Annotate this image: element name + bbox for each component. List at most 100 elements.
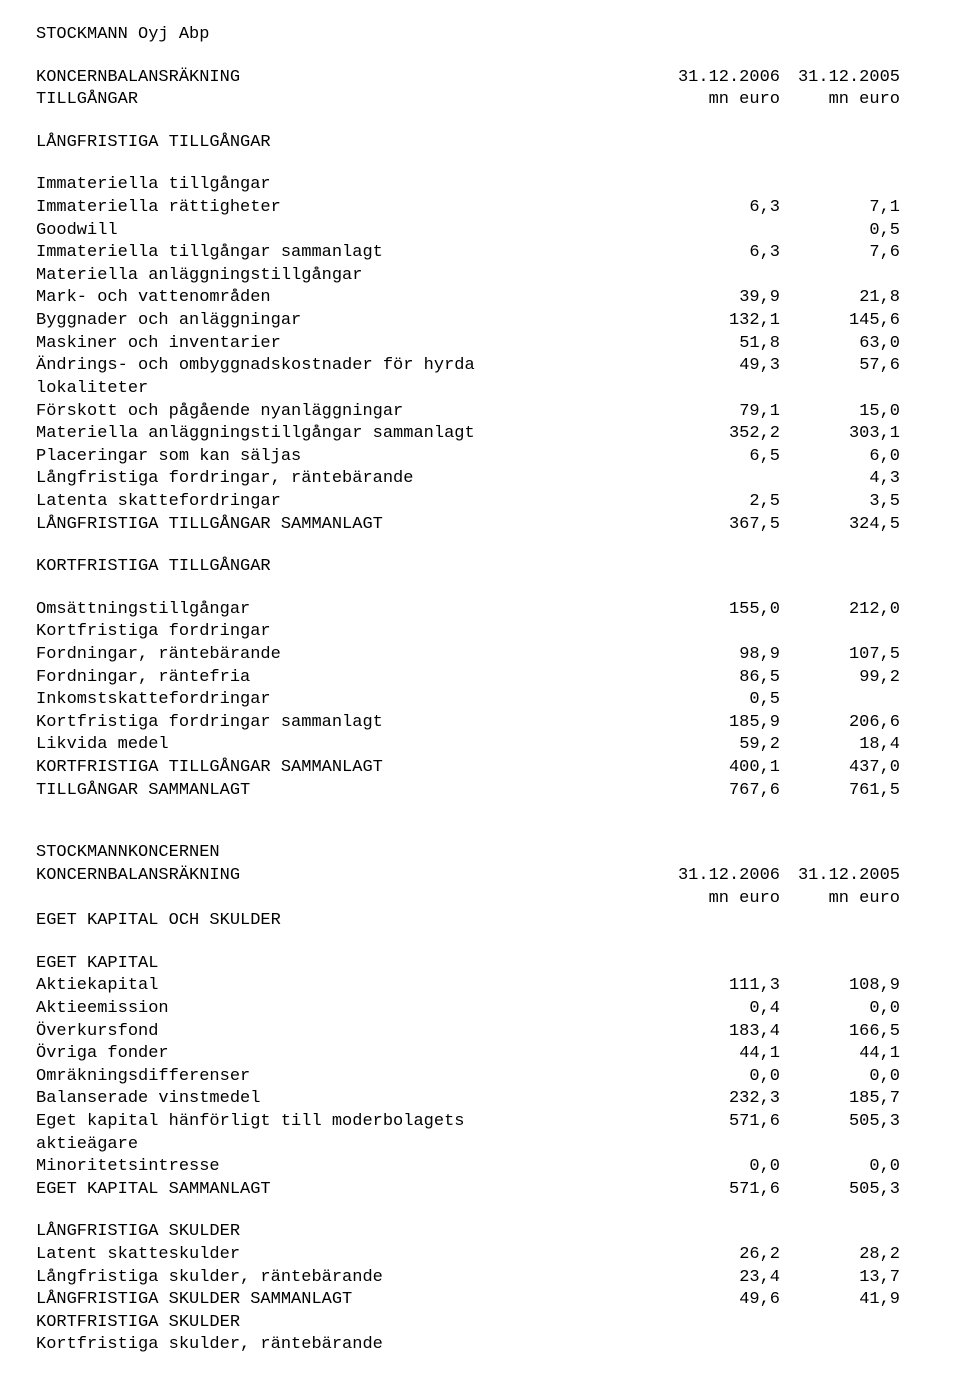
- liab-long-heading: LÅNGFRISTIGA SKULDER: [36, 1221, 900, 1244]
- table-row: Långfristiga skulder, räntebärande 23,4 …: [36, 1267, 900, 1290]
- table-row: Latent skatteskulder 26,2 28,2: [36, 1244, 900, 1267]
- row-val2: 63,0: [780, 333, 900, 356]
- row-val1: 49,3: [660, 355, 780, 400]
- table-row: Materiella anläggningstillgångar sammanl…: [36, 423, 900, 446]
- row-val2: 324,5: [780, 514, 900, 537]
- row-label: Materiella anläggningstillgångar sammanl…: [36, 423, 660, 446]
- row-label: Ändrings- och ombyggnadskostnader för hy…: [36, 355, 660, 400]
- row-label: Likvida medel: [36, 734, 660, 757]
- table-row: Omsättningstillgångar 155,0 212,0: [36, 599, 900, 622]
- table-row: Byggnader och anläggningar 132,1 145,6: [36, 310, 900, 333]
- table-row: Långfristiga fordringar, räntebärande 4,…: [36, 468, 900, 491]
- row-label: Överkursfond: [36, 1021, 660, 1044]
- row-val1: 6,5: [660, 446, 780, 469]
- row-label: KORTFRISTIGA TILLGÅNGAR SAMMANLAGT: [36, 757, 660, 780]
- row-label: Långfristiga fordringar, räntebärande: [36, 468, 660, 491]
- row-val1: 571,6: [660, 1179, 780, 1202]
- row-label: Aktiekapital: [36, 975, 660, 998]
- row-val2: 18,4: [780, 734, 900, 757]
- row-val1: 367,5: [660, 514, 780, 537]
- row-val2: 0,0: [780, 1156, 900, 1179]
- table-row: Omräkningsdifferenser 0,0 0,0: [36, 1066, 900, 1089]
- row-val2: 206,6: [780, 712, 900, 735]
- row-label: Fordningar, räntefria: [36, 667, 660, 690]
- table-row: TILLGÅNGAR SAMMANLAGT 767,6 761,5: [36, 780, 900, 803]
- row-label: Immateriella rättigheter: [36, 197, 660, 220]
- row-val2: [780, 689, 900, 712]
- row-label: Kortfristiga fordringar: [36, 621, 660, 644]
- row-val1: 79,1: [660, 401, 780, 424]
- row-label: Aktieemission: [36, 998, 660, 1021]
- table-row: Mark- och vattenområden 39,9 21,8: [36, 287, 900, 310]
- table-row: Förskott och pågående nyanläggningar 79,…: [36, 401, 900, 424]
- date-col1-b: 31.12.2006: [660, 865, 780, 888]
- row-val2: 185,7: [780, 1088, 900, 1111]
- row-val2: 505,3: [780, 1111, 900, 1156]
- row-val1: [660, 1334, 780, 1357]
- row-val2: 108,9: [780, 975, 900, 998]
- row-val2: 13,7: [780, 1267, 900, 1290]
- section2-subline: EGET KAPITAL OCH SKULDER: [36, 910, 900, 933]
- table-row: Övriga fonder 44,1 44,1: [36, 1043, 900, 1066]
- unit-col1-b: mn euro: [660, 888, 780, 911]
- table-row: Överkursfond 183,4 166,5: [36, 1021, 900, 1044]
- row-label: Minoritetsintresse: [36, 1156, 660, 1179]
- table-row: Kortfristiga fordringar sammanlagt 185,9…: [36, 712, 900, 735]
- section2-title: KONCERNBALANSRÄKNING: [36, 865, 660, 888]
- row-val1: 183,4: [660, 1021, 780, 1044]
- row-val1: 86,5: [660, 667, 780, 690]
- row-label: TILLGÅNGAR SAMMANLAGT: [36, 780, 660, 803]
- table-row: Eget kapital hänförligt till moderbolage…: [36, 1111, 900, 1156]
- unit-col1: mn euro: [660, 89, 780, 112]
- row-label: Maskiner och inventarier: [36, 333, 660, 356]
- row-label: Goodwill: [36, 220, 660, 243]
- row-val2: 6,0: [780, 446, 900, 469]
- row-val1: 767,6: [660, 780, 780, 803]
- row-val2: 4,3: [780, 468, 900, 491]
- row-val1: 0,0: [660, 1156, 780, 1179]
- row-val2: 166,5: [780, 1021, 900, 1044]
- row-label: Placeringar som kan säljas: [36, 446, 660, 469]
- row-val2: 28,2: [780, 1244, 900, 1267]
- table-row: Immateriella tillgångar sammanlagt 6,3 7…: [36, 242, 900, 265]
- row-val1: [660, 621, 780, 644]
- row-val1: 98,9: [660, 644, 780, 667]
- section1-subline: TILLGÅNGAR: [36, 89, 660, 112]
- row-val2: 44,1: [780, 1043, 900, 1066]
- unit-col2-b: mn euro: [780, 888, 900, 911]
- row-val1: 26,2: [660, 1244, 780, 1267]
- row-val2: 3,5: [780, 491, 900, 514]
- row-val2: [780, 621, 900, 644]
- row-val2: 107,5: [780, 644, 900, 667]
- row-label: Fordningar, räntebärande: [36, 644, 660, 667]
- row-val1: 44,1: [660, 1043, 780, 1066]
- row-val2: 0,0: [780, 1066, 900, 1089]
- row-label: Inkomstskattefordringar: [36, 689, 660, 712]
- material-heading: Materiella anläggningstillgångar: [36, 265, 900, 288]
- table-row: KORTFRISTIGA TILLGÅNGAR SAMMANLAGT 400,1…: [36, 757, 900, 780]
- row-label: Kortfristiga skulder, räntebärande: [36, 1334, 660, 1357]
- row-val1: 51,8: [660, 333, 780, 356]
- company-name: STOCKMANN Oyj Abp: [36, 24, 900, 47]
- table-row: Aktieemission 0,4 0,0: [36, 998, 900, 1021]
- table-row: Maskiner och inventarier 51,8 63,0: [36, 333, 900, 356]
- row-val1: 232,3: [660, 1088, 780, 1111]
- row-val1: 132,1: [660, 310, 780, 333]
- section2-company: STOCKMANNKONCERNEN: [36, 842, 900, 865]
- section1-title: KONCERNBALANSRÄKNING: [36, 67, 660, 90]
- row-val2: 15,0: [780, 401, 900, 424]
- table-row: Immateriella rättigheter 6,3 7,1: [36, 197, 900, 220]
- row-label: Balanserade vinstmedel: [36, 1088, 660, 1111]
- row-val1: 59,2: [660, 734, 780, 757]
- row-label: Eget kapital hänförligt till moderbolage…: [36, 1111, 660, 1156]
- row-val1: 2,5: [660, 491, 780, 514]
- row-label: Byggnader och anläggningar: [36, 310, 660, 333]
- row-val2: 7,6: [780, 242, 900, 265]
- row-val2: 0,0: [780, 998, 900, 1021]
- table-row: Ändrings- och ombyggnadskostnader för hy…: [36, 355, 900, 400]
- row-val1: 111,3: [660, 975, 780, 998]
- equity-heading: EGET KAPITAL: [36, 953, 900, 976]
- row-val1: [660, 220, 780, 243]
- date-col2: 31.12.2005: [780, 67, 900, 90]
- row-label: Långfristiga skulder, räntebärande: [36, 1267, 660, 1290]
